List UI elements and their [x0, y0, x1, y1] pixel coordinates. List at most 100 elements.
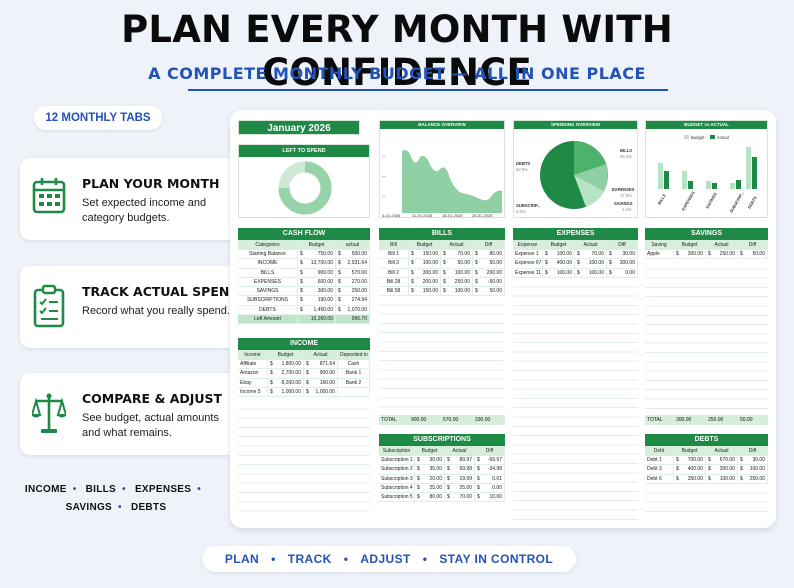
table-cell: $ — [417, 457, 420, 463]
table-cell: 100.00 — [712, 474, 738, 483]
table-cell: $ — [411, 251, 414, 257]
table-cell: $ — [740, 475, 743, 482]
col-header: Expense — [513, 240, 543, 250]
pie-label-subscriptions: SUBSCRIP... — [516, 203, 541, 208]
table-cell — [338, 387, 370, 397]
spending-pie-chart: DEBTS 62.9% BILLS 26.2% EXPENSES 17.6% S… — [516, 141, 635, 214]
table-cell: 50.00 — [744, 250, 768, 259]
col-header: Budget — [409, 240, 441, 250]
table-row: Bill 3 $100.00 $50.00 $50.00 — [379, 259, 505, 269]
table-cell: Income 5 — [238, 387, 268, 397]
table-cell: $ — [411, 288, 414, 295]
table-cell: $ — [475, 269, 478, 276]
table-cell: 150.00 — [415, 287, 441, 296]
table-cell: 350.00 — [680, 474, 706, 483]
table-row: SAVINGS $300.00 $250.00 — [238, 287, 370, 297]
table-row: Debt 6 $350.00 $100.00 $250.00 — [645, 474, 768, 484]
total-budget: 300.00 — [676, 417, 692, 423]
balance-date-3: 18-01-2026 — [442, 213, 463, 217]
total-label: TOTAL — [647, 417, 663, 423]
table-cell: 250.00 — [744, 474, 768, 483]
empty-rows — [238, 400, 370, 520]
feature-title: TRACK ACTUAL SPENDING — [82, 284, 266, 299]
table-cell: $ — [447, 466, 450, 473]
table-row: Bill 28 $200.00 $250.00 $ -50.00 — [379, 277, 505, 288]
table-cell: 250.00 — [342, 287, 370, 296]
balance-area-chart: — — — 4-01-2026 11-01-2026 18-01-2026 25-0… — [382, 150, 502, 218]
table-cell: $ — [417, 475, 420, 482]
bar-cat-debts: DEBTS — [747, 195, 758, 210]
table-cell: $ — [300, 251, 303, 257]
table-cell: 100.00 — [581, 268, 607, 277]
category-savings: SAVINGS — [65, 502, 113, 513]
col-header: Income — [238, 350, 268, 360]
table-cell: 500.00 — [342, 250, 370, 259]
table-cell: $ — [300, 278, 303, 285]
balance-overview-chart: BALANCE OVERVIEW — — — 4-01-2026 11-01-202… — [379, 120, 505, 218]
table-row: Subscription 3 $20.00 $19.99 $0.01 — [379, 474, 505, 484]
bills-table: BILLS Bill Budget Actual Diff Bill 1 $150.00… — [379, 228, 505, 412]
spending-overview-title: SPENDING OVERVIEW — [514, 121, 637, 129]
table-header: Subscription Budget Actual Diff — [379, 446, 505, 456]
col-header: Budget — [298, 240, 336, 250]
col-header: Budget — [674, 240, 706, 250]
table-cell: 1,000.00 — [274, 387, 304, 397]
col-header: Actual — [445, 446, 475, 456]
table-cell: 190.00 — [304, 296, 336, 305]
feature-card-plan: PLAN YOUR MONTH Set expected income and … — [20, 158, 238, 240]
table-cell: $ — [477, 457, 480, 463]
table-cell: 1,000.00 — [310, 387, 338, 397]
month-title: January 2026 — [238, 120, 360, 135]
table-cell: $ — [306, 370, 309, 377]
pie-label-savings: SAVINGS — [614, 201, 633, 206]
total-label: TOTAL — [381, 417, 397, 423]
subheadline: A COMPLETE MONTHLY BUDGET — ALL IN ONE P… — [148, 64, 646, 83]
total-diff: 330.00 — [475, 417, 491, 423]
table-cell: $ — [306, 379, 309, 386]
table-cell: $ — [609, 269, 612, 276]
table-cell: $ — [306, 388, 309, 395]
table-cell: $ — [447, 475, 450, 482]
table-cell: 600.00 — [304, 277, 336, 287]
table-cell: $ — [443, 269, 446, 276]
empty-rows — [645, 484, 768, 520]
table-cell: 871.64 — [310, 360, 338, 369]
total-actual: 570.00 — [443, 417, 459, 423]
category-list: INCOME • BILLS • EXPENSES • SAVINGS • DEBTS — [16, 481, 216, 517]
table-cell: $ — [609, 260, 612, 267]
bar-cat-bills: BILLS — [657, 193, 667, 206]
table-cell: 300.00 — [304, 287, 336, 296]
bar-cat-subscriptions: SUBSCRIP... — [729, 191, 745, 214]
table-cell: $ — [740, 457, 743, 463]
col-header: Debt — [645, 446, 674, 456]
table-cell: $ — [676, 466, 679, 473]
category-line-2: SAVINGS • DEBTS — [65, 502, 167, 513]
pie-pct-savings: 1.2% — [622, 207, 632, 212]
table-cell: $ — [475, 260, 478, 267]
table-cell: 50.00 — [479, 287, 505, 296]
pie-pct-expenses: 17.6% — [620, 193, 632, 198]
table-cell: $ — [338, 278, 341, 285]
budget-actual-bar-chart: Budget Actual BILLS EXPENSES SAVINGS SUB… — [657, 135, 758, 214]
table-cell: $ — [577, 251, 580, 257]
table-cell: $ — [443, 278, 446, 285]
table-cell: 80.00 — [479, 250, 505, 259]
table-cell: 100.00 — [415, 259, 441, 268]
table-row: Bill 58 $150.00 $100.00 $50.00 — [379, 287, 505, 297]
budget-vs-actual-chart: BUDGET vs ACTUAL Budget Actual BILLS EXP… — [645, 120, 768, 218]
table-cell: Subscription 4 — [379, 483, 415, 493]
table-row: BILLS $900.00 $570.00 — [238, 268, 370, 278]
table-cell: Ebay — [238, 378, 268, 387]
pie-pct-bills: 26.2% — [620, 154, 632, 159]
cash-flow-title: CASH FLOW — [238, 228, 370, 240]
col-header: Categories — [238, 240, 298, 250]
table-cell: $ — [270, 361, 273, 367]
pie-pct-subscriptions: 3.5% — [516, 209, 526, 214]
table-header: Categories Budget actual — [238, 240, 370, 250]
col-header: actual — [336, 240, 370, 250]
left-to-spend-panel: LEFT TO SPEND — [238, 144, 370, 218]
table-cell: 100.00 — [447, 287, 473, 296]
table-cell: 100.00 — [447, 268, 473, 277]
col-header: Subscription — [379, 446, 415, 456]
table-cell: 670.00 — [712, 456, 738, 465]
